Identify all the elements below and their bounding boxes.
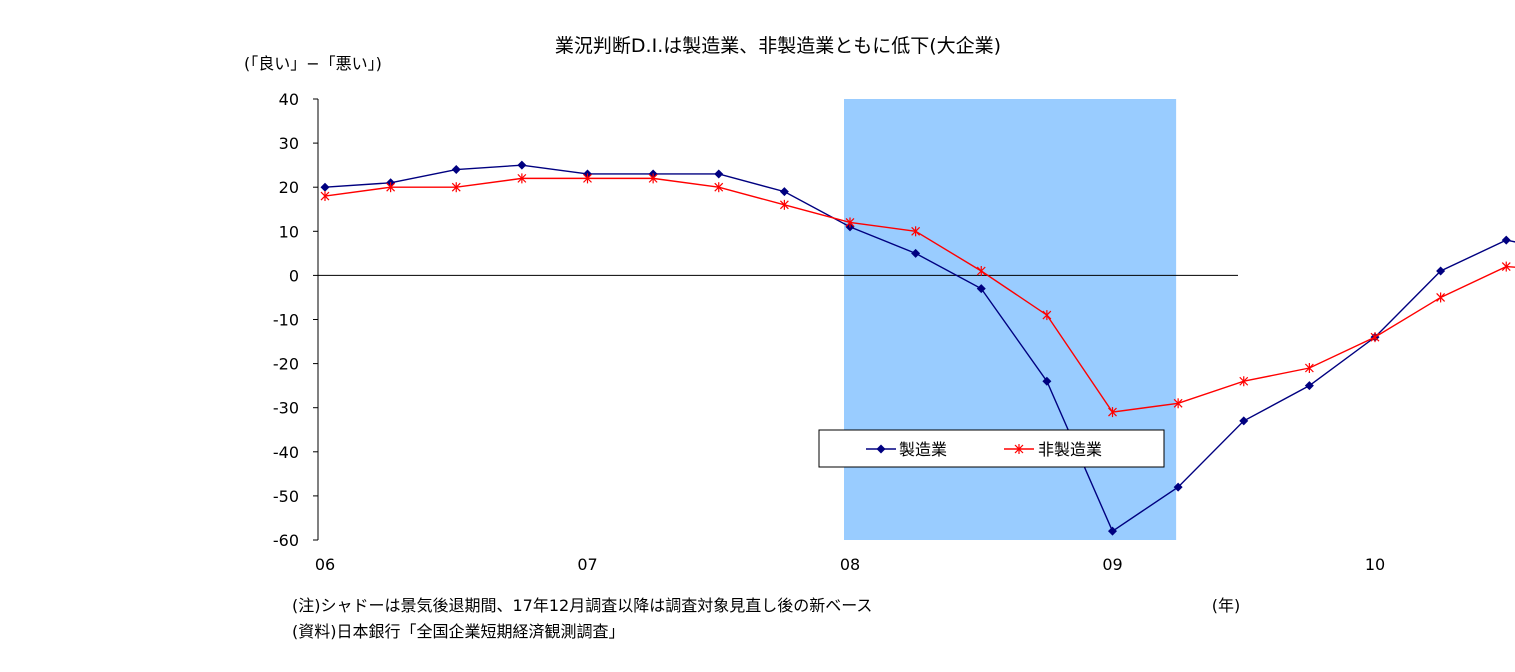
chart-title: 業況判断D.I.は製造業、非製造業ともに低下(大企業) — [555, 35, 1001, 57]
y-tick-label: -30 — [273, 399, 299, 418]
shaded-period-0 — [844, 99, 1177, 540]
series-non-manufacturing — [320, 173, 1515, 418]
data-point-asterisk — [1108, 407, 1117, 418]
y-tick-label: 20 — [279, 178, 299, 197]
series-line — [324, 164, 1515, 533]
x-tick-label: 09 — [1102, 555, 1122, 574]
y-tick-label: -20 — [273, 355, 299, 374]
data-point-asterisk — [648, 173, 658, 184]
data-point-asterisk — [1173, 398, 1183, 409]
data-point-diamond — [1108, 526, 1117, 536]
data-point-diamond — [911, 248, 921, 258]
data-point-diamond — [1304, 381, 1314, 391]
data-point-diamond — [1501, 235, 1511, 245]
series-group — [320, 160, 1515, 536]
data-point-asterisk — [1014, 444, 1024, 454]
recession-shading — [844, 99, 1177, 540]
data-point-asterisk — [386, 182, 396, 193]
x-tick-label: 08 — [840, 555, 860, 574]
data-point-asterisk — [583, 173, 592, 184]
data-point-asterisk — [1042, 310, 1052, 321]
data-point-asterisk — [451, 182, 461, 193]
data-point-diamond — [1239, 416, 1249, 426]
note-source: (資料)日本銀行「全国企業短期経済観測調査」 — [292, 622, 625, 641]
x-axis-unit: (年) — [1212, 596, 1241, 615]
y-tick-label: 10 — [279, 222, 299, 241]
data-point-asterisk — [1436, 292, 1446, 303]
data-point-asterisk — [714, 182, 724, 193]
data-point-diamond — [1436, 266, 1446, 276]
legend-label-manufacturing: 製造業 — [899, 440, 947, 459]
data-point-diamond — [451, 165, 461, 175]
x-tick-label: 07 — [577, 555, 597, 574]
data-point-asterisk — [976, 265, 986, 276]
data-point-asterisk — [779, 199, 789, 210]
y-tick-label: -10 — [273, 311, 299, 330]
note-shadow: (注)シャドーは景気後退期間、17年12月調査以降は調査対象見直し後の新ベース — [292, 596, 872, 615]
y-axis-label: (「良い」−「悪い」) — [244, 54, 382, 73]
series-line — [324, 177, 1515, 413]
data-point-diamond — [714, 169, 724, 179]
y-tick-label: -60 — [273, 531, 299, 550]
legend: 製造業 非製造業 — [818, 429, 1165, 468]
y-tick-label: 0 — [289, 266, 299, 285]
data-point-diamond — [1173, 482, 1183, 492]
x-tick-label: 06 — [315, 555, 335, 574]
data-point-asterisk — [1239, 376, 1249, 387]
data-point-diamond — [976, 284, 986, 294]
y-tick-label: 30 — [279, 134, 299, 153]
legend-label-non-manufacturing: 非製造業 — [1038, 440, 1102, 459]
data-point-asterisk — [911, 226, 921, 237]
y-tick-label: 40 — [279, 90, 299, 109]
data-point-asterisk — [1304, 363, 1314, 374]
axes: 403020100-10-20-30-40-50-600607080910111… — [273, 90, 1385, 574]
data-point-asterisk — [1370, 332, 1380, 343]
data-point-diamond — [876, 444, 886, 454]
data-point-asterisk — [517, 173, 527, 184]
data-point-diamond — [517, 160, 527, 170]
data-point-asterisk — [320, 191, 330, 202]
y-tick-label: -40 — [273, 443, 299, 462]
data-point-diamond — [1042, 376, 1052, 386]
data-point-diamond — [320, 182, 330, 192]
y-tick-label: -50 — [273, 487, 299, 506]
data-point-diamond — [779, 187, 789, 197]
x-tick-label: 10 — [1365, 555, 1385, 574]
data-point-asterisk — [845, 217, 855, 228]
data-point-asterisk — [1501, 261, 1511, 272]
